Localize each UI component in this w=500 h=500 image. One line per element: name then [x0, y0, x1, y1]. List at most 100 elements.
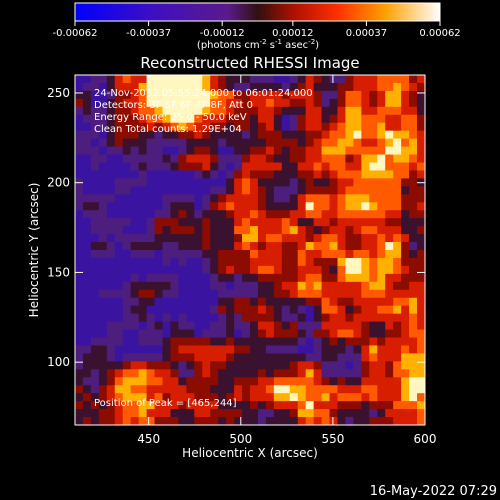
heatmap-cell	[409, 98, 418, 108]
heatmap-cell	[194, 305, 203, 315]
heatmap-cell	[162, 90, 172, 100]
heatmap-cell	[393, 353, 402, 362]
heatmap-cell	[265, 250, 275, 259]
heatmap-cell	[202, 186, 211, 195]
heatmap-cell	[409, 353, 418, 362]
heatmap-cell	[82, 75, 92, 84]
heatmap-cell	[130, 98, 140, 108]
heatmap-cell	[257, 98, 267, 108]
heatmap-cell	[98, 409, 108, 418]
heatmap-cell	[98, 297, 108, 307]
heatmap-cell	[369, 146, 378, 156]
heatmap-cell	[242, 162, 251, 172]
heatmap-cell	[329, 385, 339, 394]
heatmap-cell	[130, 250, 140, 259]
heatmap-cell	[377, 265, 386, 275]
heatmap-cell	[417, 281, 425, 291]
heatmap-cell	[154, 273, 164, 283]
heatmap-cell	[186, 202, 195, 211]
heatmap-cell	[242, 138, 251, 148]
heatmap-cell	[226, 257, 235, 267]
heatmap-cell	[329, 409, 339, 418]
heatmap-cell	[202, 409, 211, 418]
heatmap-cell	[162, 393, 172, 402]
heatmap-cell	[289, 138, 299, 148]
heatmap-cell	[401, 345, 410, 355]
heatmap-cell	[409, 385, 418, 394]
heatmap-cell	[401, 106, 410, 116]
heatmap-cell	[289, 186, 299, 195]
heatmap-cell	[305, 385, 315, 394]
heatmap-cell	[130, 353, 140, 362]
heatmap-cell	[305, 178, 315, 187]
heatmap-cell	[106, 186, 116, 195]
heatmap-cell	[218, 154, 227, 164]
heatmap-cell	[194, 281, 203, 291]
heatmap-cell	[154, 313, 164, 323]
heatmap-cell	[353, 138, 362, 148]
heatmap-cell	[75, 186, 84, 195]
heatmap-cell	[114, 361, 124, 370]
heatmap-cell	[242, 305, 251, 315]
heatmap-cell	[194, 234, 203, 243]
heatmap-cell	[321, 146, 331, 156]
heatmap-cell	[273, 289, 283, 299]
heatmap-cell	[138, 393, 148, 402]
heatmap-cell	[234, 114, 243, 124]
heatmap-cell	[226, 178, 235, 187]
heatmap-cell	[138, 106, 148, 116]
heatmap-cell	[90, 250, 100, 259]
heatmap-cell	[218, 114, 227, 124]
heatmap-cell	[82, 273, 92, 283]
heatmap-cell	[154, 369, 164, 378]
heatmap-cell	[409, 106, 418, 116]
heatmap-cell	[401, 385, 410, 394]
heatmap-cell	[178, 329, 187, 339]
heatmap-cell	[345, 337, 355, 347]
heatmap-cell	[297, 98, 307, 108]
heatmap-cell	[122, 194, 132, 203]
heatmap-cell	[130, 162, 140, 172]
heatmap-cell	[321, 122, 331, 132]
heatmap-cell	[82, 353, 92, 362]
heatmap-cell	[194, 369, 203, 378]
heatmap-cell	[289, 273, 299, 283]
heatmap-cell	[401, 146, 410, 156]
heatmap-cell	[353, 210, 362, 219]
heatmap-cell	[186, 409, 195, 418]
heatmap-cell	[361, 289, 370, 299]
heatmap-cell	[257, 401, 267, 410]
heatmap-cell	[250, 305, 259, 315]
heatmap-cell	[297, 369, 307, 378]
heatmap-cell	[337, 353, 347, 362]
heatmap-cell	[329, 114, 339, 124]
heatmap-cell	[98, 273, 108, 283]
heatmap-cell	[170, 162, 180, 172]
heatmap-cell	[337, 90, 347, 100]
heatmap-cell	[337, 138, 347, 148]
heatmap-cell	[305, 321, 315, 331]
heatmap-cell	[202, 289, 211, 299]
heatmap-cell	[329, 82, 339, 92]
heatmap-cell	[289, 377, 299, 386]
heatmap-cell	[393, 345, 402, 355]
heatmap-cell	[289, 417, 299, 425]
heatmap-cell	[417, 210, 425, 219]
heatmap-cell	[186, 122, 195, 132]
heatmap-cell	[122, 98, 132, 108]
heatmap-cell	[361, 273, 370, 283]
heatmap-cell	[114, 234, 124, 243]
heatmap-cell	[257, 202, 267, 211]
heatmap-cell	[369, 385, 378, 394]
heatmap-cell	[337, 250, 347, 259]
heatmap-cell	[289, 106, 299, 116]
heatmap-cell	[257, 257, 267, 267]
heatmap-cell	[250, 289, 259, 299]
heatmap-cell	[106, 257, 116, 267]
heatmap-cell	[337, 202, 347, 211]
heatmap-cell	[130, 385, 140, 394]
heatmap-cell	[106, 345, 116, 355]
heatmap-cell	[122, 226, 132, 235]
heatmap-cell	[98, 218, 108, 227]
heatmap-cell	[194, 82, 203, 92]
